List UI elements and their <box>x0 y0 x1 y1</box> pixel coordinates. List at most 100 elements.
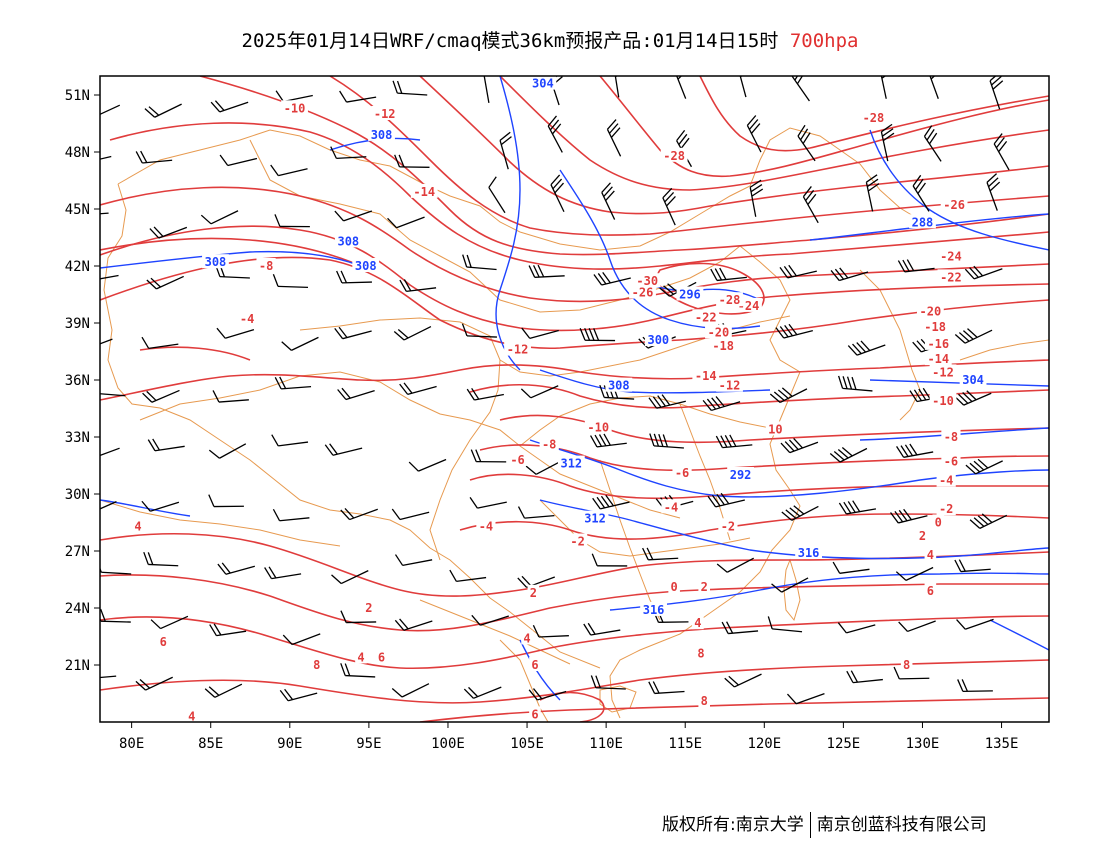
wind-barb <box>524 514 555 519</box>
contour-label-bg <box>709 337 737 352</box>
wind-barb-flag <box>593 328 600 341</box>
contour-label: -18 <box>924 320 946 334</box>
wind-barb <box>797 135 816 162</box>
wind-barb <box>676 76 687 99</box>
wind-barb-flag <box>714 268 723 281</box>
wind-barb <box>662 197 676 226</box>
wind-barb-flag <box>738 60 748 68</box>
wind-barb-flag <box>989 181 1001 192</box>
wind-barb <box>100 338 113 345</box>
contour-label: -12 <box>932 365 954 379</box>
wind-barb <box>600 501 630 510</box>
wind-barb-flag <box>719 267 727 280</box>
contour-label-bg <box>521 630 533 645</box>
wind-barb-flag <box>653 433 660 447</box>
wind-barb-flag <box>652 396 662 408</box>
wind-barb-flag <box>724 434 732 448</box>
contour-label-bg <box>718 518 738 533</box>
wind-barb <box>547 125 563 153</box>
wind-barb-flag <box>391 687 403 698</box>
wind-barb-flag <box>777 389 789 399</box>
korea-coast <box>859 269 921 421</box>
contour-label: -8 <box>944 430 958 444</box>
wind-barb <box>346 621 377 624</box>
contour-label: -24 <box>940 250 962 264</box>
wind-barb-flag <box>470 449 477 462</box>
wind-barb-flag <box>837 448 849 459</box>
wind-barb-flag <box>898 621 908 632</box>
wind-barb <box>656 400 686 409</box>
wind-barb-flag <box>680 137 690 149</box>
wind-barb <box>715 499 745 508</box>
wind-barb-flag <box>675 62 684 71</box>
wind-barb-flag <box>973 265 984 277</box>
wind-barb-flag <box>802 132 811 144</box>
wind-barb-flag <box>204 688 216 698</box>
contour-label-bg <box>716 292 743 307</box>
wind-barb <box>291 336 319 351</box>
contour-label: 8 <box>697 647 704 661</box>
wind-barb-flag <box>832 561 841 574</box>
wind-barb <box>499 140 509 170</box>
contour-label: -30 <box>636 274 658 288</box>
wind-barb <box>148 563 179 567</box>
wind-barb-flag <box>769 393 781 403</box>
wind-barb-flag <box>880 62 891 69</box>
wind-barb-flag <box>337 389 347 400</box>
wind-barb-flag <box>957 679 964 692</box>
wind-barb-flag <box>930 76 936 80</box>
isotherm <box>100 225 1049 332</box>
contour-label: 308 <box>371 128 393 142</box>
wind-barb-flag <box>330 146 337 159</box>
wind-barb-flag <box>525 465 537 475</box>
wind-barb-flag <box>408 461 419 472</box>
wind-barb <box>746 125 762 153</box>
wind-barb-flag <box>394 619 405 631</box>
wind-barb-flag <box>930 66 940 75</box>
wind-barb-flag <box>900 445 909 457</box>
wind-barb <box>596 442 627 448</box>
wind-barb-flag <box>475 449 482 462</box>
wind-barb-flag <box>767 616 773 630</box>
contour-label-bg <box>157 634 170 649</box>
contour-label-bg <box>698 693 710 708</box>
contour-label: 4 <box>134 519 141 533</box>
wind-barb-flag <box>794 76 799 81</box>
wind-barb <box>488 187 506 214</box>
contour-label-bg <box>668 579 680 594</box>
wind-barb-flag <box>991 76 1002 86</box>
wind-barb-flag <box>702 399 712 411</box>
wind-barb <box>403 620 433 631</box>
wind-barb-flag <box>340 270 348 284</box>
wind-barb-flag <box>906 259 915 272</box>
wind-barb-flag <box>916 340 927 351</box>
wind-barb <box>473 686 502 699</box>
wind-barb-flag <box>881 123 893 133</box>
wind-barb <box>100 675 117 679</box>
wind-barb-flag <box>909 390 918 402</box>
wind-barb-flag <box>846 376 853 390</box>
contour-label: -10 <box>284 101 306 115</box>
wind-barb <box>156 275 184 290</box>
wind-barb <box>899 677 930 680</box>
wind-barb <box>218 399 249 403</box>
contour-label: -24 <box>738 299 760 313</box>
title-main: 2025年01月14日WRF/cmaq模式36km预报产品:01月14日15时 <box>241 30 779 52</box>
wind-barb-flag <box>677 76 683 80</box>
wind-barb <box>595 687 626 690</box>
contour-label-bg <box>921 318 949 333</box>
wind-barb-flag <box>587 622 596 635</box>
contour-label-bg <box>584 419 612 434</box>
wind-barb <box>456 576 487 582</box>
contour-label-bg <box>660 147 688 162</box>
wind-barb-flag <box>881 76 887 79</box>
wind-barb-flag <box>965 464 977 475</box>
contour-label: 300 <box>647 333 669 347</box>
isotherm <box>419 76 1049 215</box>
lat-tick-label: 24N <box>65 601 90 617</box>
wind-barb-flag <box>532 624 540 638</box>
wind-barb-flag <box>399 279 407 292</box>
wind-barb <box>219 276 250 279</box>
wind-barb <box>898 515 928 524</box>
